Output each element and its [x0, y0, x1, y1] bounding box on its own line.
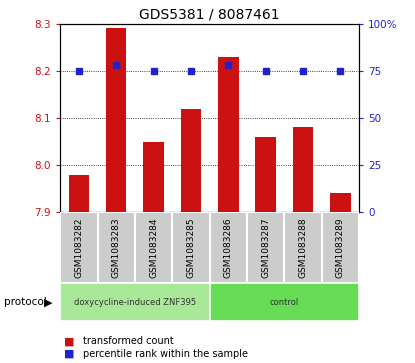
Bar [218, 57, 239, 212]
Bar [293, 127, 313, 212]
Bar [330, 193, 351, 212]
Bar [60, 283, 210, 321]
Bar [98, 212, 135, 283]
Title: GDS5381 / 8087461: GDS5381 / 8087461 [139, 7, 280, 21]
Bar [143, 142, 164, 212]
Bar [106, 28, 127, 212]
Text: transformed count: transformed count [83, 336, 174, 346]
Bar [284, 212, 322, 283]
Bar [135, 212, 172, 283]
Bar [172, 212, 210, 283]
Text: GSM1083283: GSM1083283 [112, 217, 121, 278]
Text: ▶: ▶ [44, 297, 52, 307]
Text: doxycycline-induced ZNF395: doxycycline-induced ZNF395 [74, 298, 196, 307]
Text: GSM1083288: GSM1083288 [298, 217, 308, 278]
Text: GSM1083282: GSM1083282 [74, 217, 83, 278]
Text: percentile rank within the sample: percentile rank within the sample [83, 349, 248, 359]
Text: GSM1083284: GSM1083284 [149, 217, 158, 278]
Text: ■: ■ [64, 336, 75, 346]
Bar [255, 137, 276, 212]
Bar [181, 109, 201, 212]
Text: GSM1083286: GSM1083286 [224, 217, 233, 278]
Text: ■: ■ [64, 349, 75, 359]
Bar [210, 212, 247, 283]
Text: control: control [270, 298, 299, 307]
Text: GSM1083285: GSM1083285 [186, 217, 195, 278]
Bar [68, 175, 89, 212]
Bar [247, 212, 284, 283]
Text: GSM1083287: GSM1083287 [261, 217, 270, 278]
Bar [60, 212, 98, 283]
Bar [210, 283, 359, 321]
Text: protocol: protocol [4, 297, 47, 307]
Bar [322, 212, 359, 283]
Text: GSM1083289: GSM1083289 [336, 217, 345, 278]
